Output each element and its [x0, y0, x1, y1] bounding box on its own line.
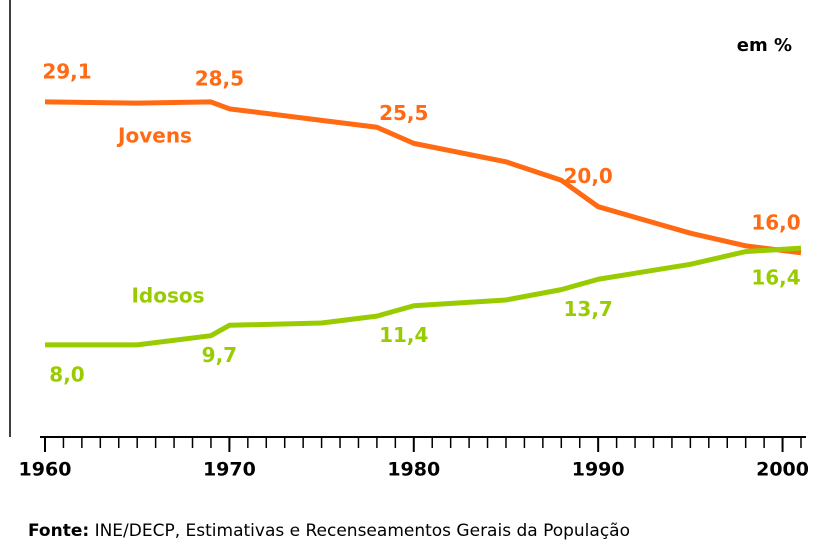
series-name: Idosos — [131, 284, 204, 308]
data-label: 13,7 — [563, 297, 612, 321]
data-label: 28,5 — [195, 66, 244, 90]
data-label: 8,0 — [49, 362, 84, 386]
data-label: 16,0 — [751, 210, 800, 234]
source-label: Fonte: — [28, 521, 89, 541]
data-label: 11,4 — [379, 323, 428, 347]
x-tick-label: 1970 — [203, 459, 256, 481]
data-label: 29,1 — [42, 59, 91, 83]
source-text: INE/DECP, Estimativas e Recenseamentos G… — [95, 521, 630, 541]
data-label: 9,7 — [202, 343, 237, 367]
x-tick-label: 1990 — [572, 459, 625, 481]
data-label: 20,0 — [563, 164, 612, 188]
series-line — [45, 245, 802, 348]
series-name: Jovens — [116, 124, 192, 148]
series-line — [44, 99, 802, 256]
data-label: 25,5 — [379, 101, 428, 125]
data-label: 16,4 — [751, 266, 800, 290]
unit-label: em % — [737, 35, 792, 56]
x-tick-label: 2000 — [756, 459, 809, 481]
x-tick-label: 1980 — [387, 459, 440, 481]
x-tick-label: 1960 — [19, 459, 72, 481]
source: Fonte: INE/DECP, Estimativas e Recenseam… — [28, 521, 630, 541]
